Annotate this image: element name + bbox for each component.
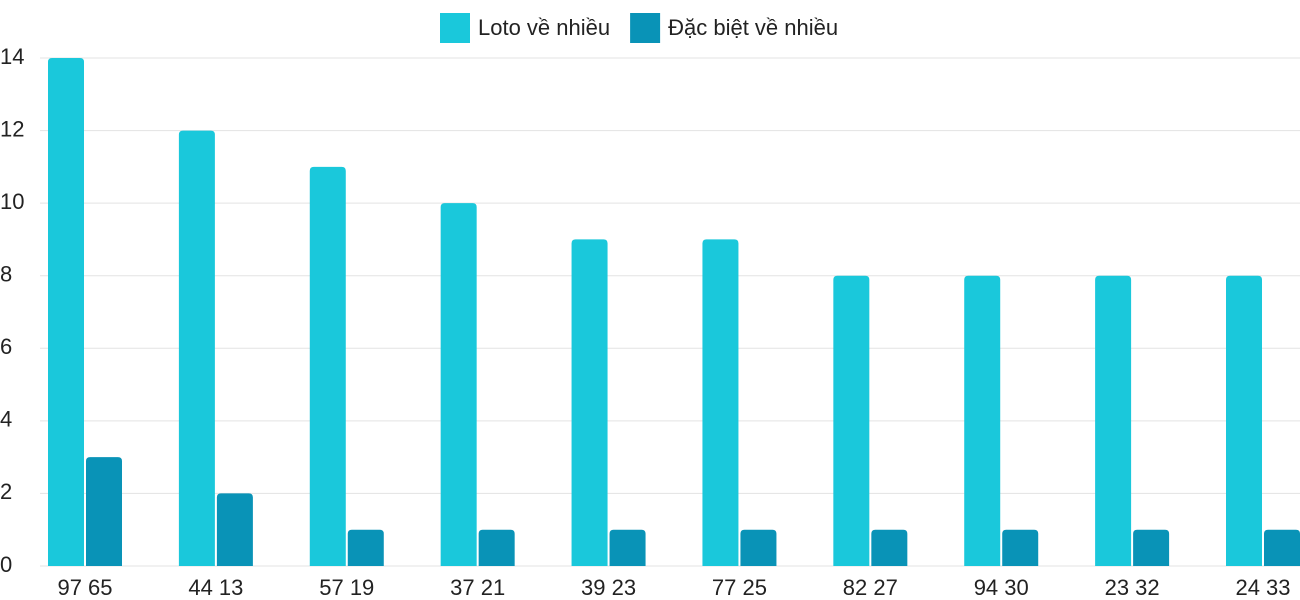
- bar: [1133, 529, 1170, 566]
- x-tick-label: 24 33: [1235, 575, 1290, 600]
- bar: [740, 529, 777, 566]
- bar: [309, 166, 346, 566]
- x-tick-label: 39 23: [581, 575, 636, 600]
- x-tick-label: 82 27: [843, 575, 898, 600]
- x-tick-label: 94 30: [974, 575, 1029, 600]
- x-tick-label: 23 32: [1105, 575, 1160, 600]
- x-tick-label: 77 25: [712, 575, 767, 600]
- y-tick-label: 6: [0, 334, 12, 359]
- bar: [216, 493, 253, 566]
- y-tick-label: 10: [0, 189, 24, 214]
- y-tick-label: 2: [0, 479, 12, 504]
- y-tick-label: 14: [0, 44, 24, 69]
- y-tick-label: 0: [0, 552, 12, 577]
- bar: [86, 457, 122, 566]
- bar: [833, 275, 870, 566]
- legend-label: Loto về nhiều: [478, 15, 610, 40]
- x-tick-label: 97 65: [57, 575, 112, 600]
- bar: [1226, 275, 1262, 566]
- bar: [871, 529, 908, 566]
- legend-label: Đặc biệt về nhiều: [668, 15, 838, 40]
- x-tick-label: 44 13: [188, 575, 243, 600]
- bar: [347, 529, 384, 566]
- bar: [964, 275, 1001, 566]
- bar: [1264, 529, 1300, 566]
- bar: [178, 130, 215, 567]
- legend-swatch: [630, 13, 661, 43]
- y-tick-label: 4: [0, 407, 12, 432]
- bar: [1002, 529, 1039, 566]
- bar: [478, 529, 515, 566]
- bar: [571, 239, 608, 566]
- legend-swatch: [440, 13, 470, 43]
- bar: [1095, 275, 1132, 566]
- bar: [702, 239, 739, 566]
- y-tick-label: 8: [0, 262, 12, 287]
- bar: [609, 529, 646, 566]
- y-tick-label: 12: [0, 116, 24, 141]
- bar: [48, 58, 84, 566]
- bar: [440, 203, 477, 566]
- x-tick-label: 57 19: [319, 575, 374, 600]
- x-tick-label: 37 21: [450, 575, 505, 600]
